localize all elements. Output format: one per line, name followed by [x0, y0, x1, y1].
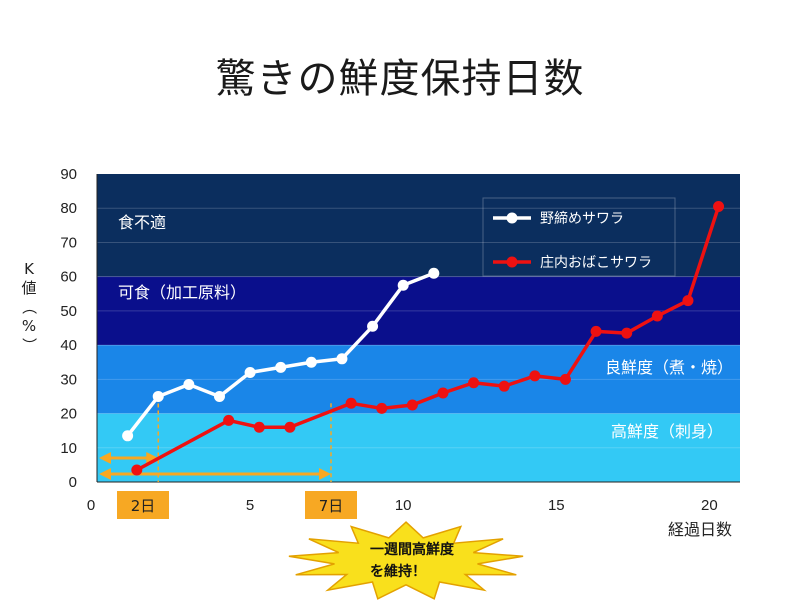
y-tick-label-30: 30	[60, 371, 77, 388]
y-tick-label-10: 10	[60, 440, 77, 457]
callout-line-2: を維持！	[370, 563, 426, 580]
series-layer	[122, 201, 725, 476]
series-0-point-8	[367, 320, 379, 332]
series-0-point-6	[305, 356, 317, 368]
series-1-point-4	[345, 397, 357, 409]
band-label-1: 可食（加工原料）	[118, 283, 246, 302]
series-0-point-2	[183, 378, 195, 390]
series-1-point-13	[621, 327, 633, 339]
series-1-point-11	[559, 373, 571, 385]
legend-label-0: 野締めサワラ	[540, 210, 624, 227]
series-0-point-7	[336, 353, 348, 365]
series-1-point-10	[529, 370, 541, 382]
y-tick-label-0: 0	[69, 474, 77, 491]
series-1-point-3	[284, 421, 296, 433]
svg-text:7日: 7日	[319, 497, 344, 515]
y-tick-label-80: 80	[60, 200, 77, 217]
band-0	[97, 174, 740, 277]
svg-text:K: K	[24, 260, 35, 278]
y-axis-label: K値 （% ）	[20, 260, 38, 353]
series-0-point-1	[152, 390, 164, 402]
band-3	[97, 413, 740, 482]
series-1-point-7	[437, 387, 449, 399]
page-title: 驚きの鮮度保持日数	[215, 56, 585, 102]
legend-label-1: 庄内おばこサワラ	[540, 254, 652, 271]
series-1-point-14	[651, 310, 663, 322]
series-1-point-5	[376, 402, 388, 414]
band-label-3: 高鮮度（刺身）	[611, 422, 723, 441]
series-0-point-3	[213, 390, 225, 402]
series-1-point-12	[590, 325, 602, 337]
axes-layer: 0 10 20 30 40 50 60 70 80 90 0 5 10 15 20 経過日数 K値 （% ）	[20, 166, 740, 539]
y-tick-label-70: 70	[60, 234, 77, 251]
svg-text:（: （	[20, 299, 38, 314]
series-1-point-9	[498, 380, 510, 392]
band-label-0: 食不適	[118, 213, 166, 232]
marker-7days: 7日	[305, 491, 357, 519]
x-axis-label: 経過日数	[668, 520, 732, 539]
series-0-point-9	[397, 279, 409, 291]
svg-text:%: %	[22, 317, 36, 335]
legend-frame	[482, 197, 676, 277]
starburst-shape	[288, 521, 524, 600]
series-0-point-0	[122, 430, 134, 442]
series-1-point-8	[468, 377, 480, 389]
y-tick-label-90: 90	[60, 166, 77, 183]
arrow-2days	[99, 452, 159, 464]
series-0-point-5	[275, 361, 287, 373]
y-tick-label-20: 20	[60, 406, 77, 423]
series-1-point-16	[713, 201, 725, 213]
grid-layer	[97, 207, 740, 449]
series-0-point-4	[244, 366, 256, 378]
x-tick-label-10: 10	[395, 497, 412, 514]
series-1-point-0	[131, 464, 143, 476]
x-tick-label-15: 15	[548, 497, 565, 514]
arrow-7days	[99, 468, 331, 480]
y-tick-label-50: 50	[60, 303, 77, 320]
marker-2days: 2日	[117, 491, 169, 519]
series-1-point-6	[406, 399, 418, 411]
band-label-2: 良鮮度（煮・焼）	[605, 358, 733, 377]
svg-text:2日: 2日	[131, 497, 156, 515]
guides-layer	[99, 396, 332, 482]
y-tick-label-60: 60	[60, 269, 77, 286]
band-1	[97, 276, 740, 346]
legend-swatch-marker-1	[506, 256, 518, 268]
svg-text:）: ）	[20, 337, 38, 352]
series-0-point-10	[428, 267, 440, 279]
callout-line-1: 一週間高鮮度	[370, 541, 455, 558]
x-tick-label-5: 5	[246, 497, 254, 514]
series-1-point-2	[253, 421, 265, 433]
x-tick-label-0: 0	[87, 497, 95, 514]
x-tick-label-20: 20	[701, 497, 718, 514]
y-tick-label-40: 40	[60, 337, 77, 354]
legend-swatch-marker-0	[506, 212, 518, 224]
svg-text:値: 値	[21, 279, 36, 297]
series-1-point-15	[682, 295, 694, 307]
series-1-point-1	[223, 414, 235, 426]
